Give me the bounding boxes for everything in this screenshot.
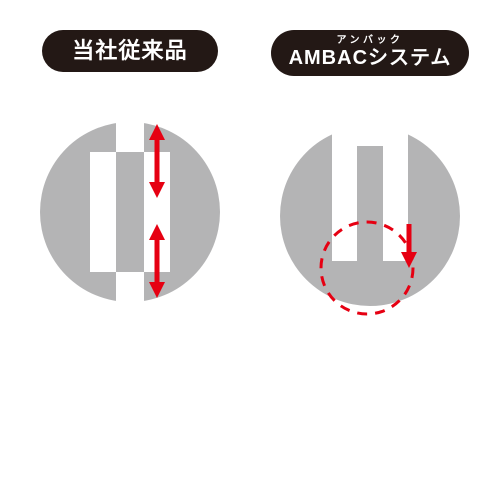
comparison-figure: 当社従来品 — [0, 0, 500, 500]
col-ambac: アンバック AMBACシステム — [255, 30, 485, 336]
label-conventional-text: 当社従来品 — [72, 38, 188, 63]
label-conventional: 当社従来品 — [42, 30, 218, 72]
diagram-conventional-svg — [15, 102, 245, 332]
label-ambac-ruby: アンバック — [289, 36, 452, 46]
diagram-ambac-svg — [255, 106, 485, 336]
diagram-ambac — [255, 106, 485, 336]
label-ambac-text: AMBACシステム — [289, 47, 452, 69]
label-ambac: アンバック AMBACシステム — [271, 30, 470, 76]
col-conventional: 当社従来品 — [15, 30, 245, 332]
diagram-conventional — [15, 102, 245, 332]
